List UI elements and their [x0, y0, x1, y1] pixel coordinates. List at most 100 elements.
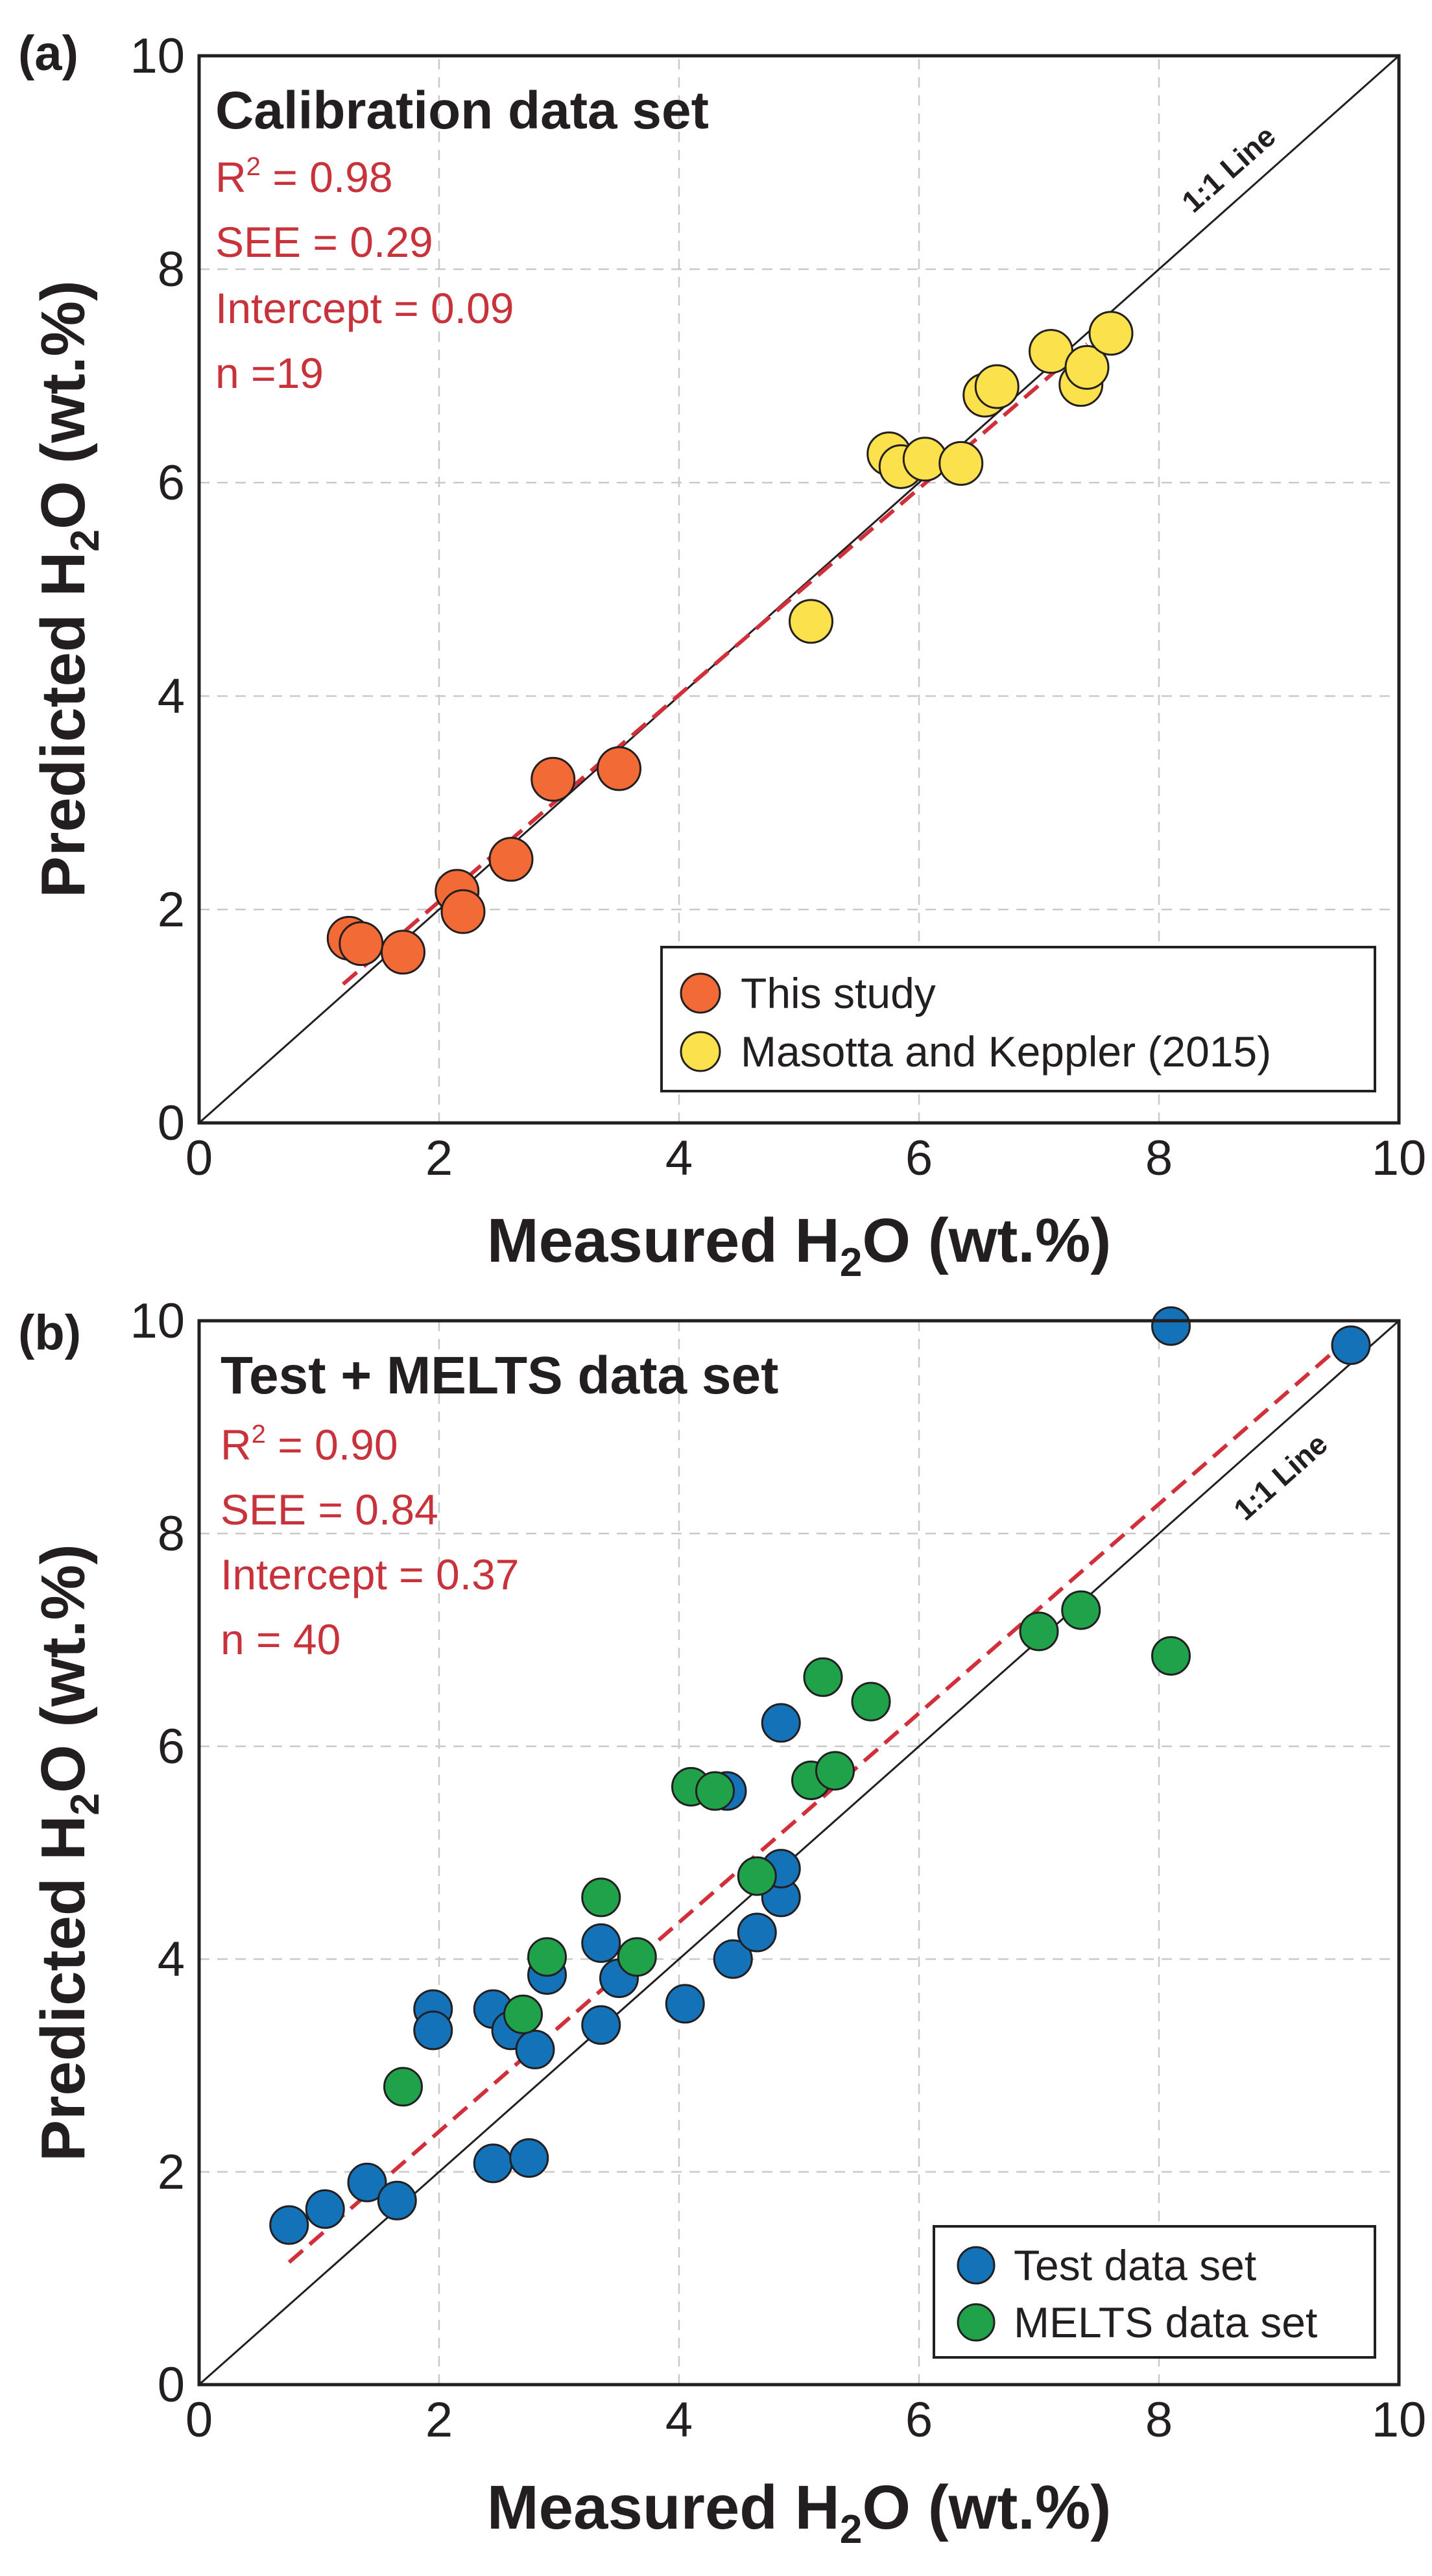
panel-b-point-s0-3	[377, 2180, 417, 2221]
panel-b-y-axis-title: Predicted H2O (wt.%)	[29, 1544, 108, 2161]
panel-b-point-s1-6	[695, 1771, 735, 1811]
panel-b-point-s1-7	[737, 1856, 777, 1896]
panel-a-gridlines	[199, 56, 1399, 1123]
panel-a-label: (a)	[18, 26, 78, 81]
panel-b-n: n = 40	[221, 1615, 340, 1663]
panel-b-point-s1-0	[383, 2067, 423, 2107]
panel-b-title: Test + MELTS data set	[221, 1346, 778, 1405]
panel-a-legend-box	[660, 946, 1376, 1092]
panel-b-legend-marker-melts	[957, 2303, 996, 2342]
panel-b-point-s1-12	[1019, 1611, 1059, 1652]
panel-b-fit-line	[287, 1335, 1352, 2264]
panel-b-y-tick-4: 4	[158, 1932, 185, 1987]
panel-b-point-s0-9	[509, 2138, 549, 2178]
panel-b-point-s1-13	[1061, 1590, 1101, 1630]
panel-b: (b) 1:1 Line Test + MELTS data set R2 = …	[18, 1294, 1426, 2552]
panel-a-point-s1-6	[974, 364, 1020, 409]
panel-a-legend-label-this-study: This study	[741, 969, 936, 1017]
panel-b-r2: R2 = 0.90	[221, 1420, 398, 1469]
panel-a-y-tick-6: 6	[158, 455, 185, 511]
panel-b-x-tick-2: 2	[425, 2392, 453, 2448]
panel-a-r2: R2 = 0.98	[215, 152, 393, 201]
panel-b-point-s1-11	[851, 1681, 891, 1722]
panel-b-label: (b)	[18, 1305, 81, 1360]
panel-b-legend: Test data set MELTS data set	[933, 2225, 1376, 2359]
panel-b-point-s0-12	[581, 1923, 621, 1963]
panel-b-one-to-one-label: 1:1 Line	[1227, 1426, 1334, 1526]
panel-a-y-axis-title: Predicted H2O (wt.%)	[29, 280, 108, 898]
panel-a-legend-marker-this-study	[680, 972, 721, 1014]
panel-a-x-tick-4: 4	[665, 1131, 693, 1186]
panel-a-yticks: 0 2 4 6 8 10	[130, 29, 185, 1151]
panel-b-point-s0-15	[665, 1984, 705, 2024]
panel-b-point-s0-1	[305, 2189, 345, 2229]
panel-b-y-tick-10: 10	[130, 1294, 185, 1349]
panel-b-point-s0-23	[1331, 1325, 1371, 1366]
panel-a-x-tick-8: 8	[1145, 1131, 1173, 1186]
panel-b-x-tick-10: 10	[1372, 2392, 1427, 2448]
panel-b-point-s1-2	[527, 1937, 567, 1977]
panel-b-point-s1-9	[803, 1657, 843, 1697]
panel-b-legend-box	[933, 2225, 1376, 2359]
panel-b-legend-label-melts: MELTS data set	[1014, 2298, 1317, 2346]
panel-b-point-s0-2	[347, 2162, 387, 2202]
panel-b-legend-marker-test	[957, 2246, 996, 2285]
panel-b-point-s0-10	[515, 2029, 555, 2069]
panel-a-point-s0-6	[531, 756, 576, 802]
panel-b-x-tick-8: 8	[1145, 2392, 1173, 2448]
panel-b-x-tick-6: 6	[905, 2392, 933, 2448]
panel-a-point-s0-4	[440, 889, 486, 934]
panel-a-legend-marker-masotta-keppler	[680, 1031, 721, 1072]
panel-b-x-tick-4: 4	[665, 2392, 693, 2448]
panel-b-point-s1-14	[1151, 1636, 1191, 1676]
panel-a: (a) 1:1 Line Calibration data set R2 = 0…	[18, 26, 1426, 1285]
panel-a-xticks: 0 2 4 6 8 10	[185, 1131, 1426, 1186]
panel-b-x-tick-0: 0	[185, 2392, 213, 2448]
panel-b-point-s0-17	[713, 1939, 753, 1979]
panel-a-point-s0-1	[339, 921, 384, 967]
panel-b-yticks: 0 2 4 6 8 10	[130, 1294, 185, 2413]
panel-b-x-axis-title: Measured H2O (wt.%)	[487, 2473, 1112, 2552]
panel-a-point-s1-9	[1064, 344, 1110, 390]
panel-b-point-s0-18	[737, 1912, 777, 1953]
panel-a-y-tick-4: 4	[158, 669, 185, 724]
panel-b-point-s0-19	[761, 1703, 801, 1743]
panel-b-y-tick-0: 0	[158, 2357, 185, 2413]
panel-a-legend-label-masotta-keppler: Masotta and Keppler (2015)	[741, 1028, 1271, 1076]
panel-a-point-s0-5	[488, 837, 534, 882]
panel-b-points	[269, 1306, 1371, 2245]
panel-b-intercept: Intercept = 0.37	[221, 1550, 519, 1598]
panel-b-point-s0-0	[269, 2205, 309, 2245]
panel-a-x-axis-title: Measured H2O (wt.%)	[487, 1206, 1112, 1285]
panel-a-n: n =19	[215, 349, 324, 397]
panel-a-point-s0-7	[597, 746, 641, 791]
panel-a-x-tick-2: 2	[425, 1131, 453, 1186]
panel-a-plot-frame	[197, 54, 1401, 1125]
panel-a-point-s1-4	[938, 440, 984, 486]
panel-b-xticks: 0 2 4 6 8 10	[185, 2392, 1426, 2448]
panel-a-x-tick-6: 6	[905, 1131, 933, 1186]
panel-b-point-s0-5	[413, 2010, 453, 2051]
panel-a-point-s1-10	[1088, 311, 1134, 356]
panel-a-intercept: Intercept = 0.09	[215, 284, 514, 332]
panel-a-y-tick-8: 8	[158, 242, 185, 297]
panel-a-x-tick-10: 10	[1372, 1131, 1427, 1186]
panel-a-see: SEE = 0.29	[215, 218, 433, 266]
panel-b-point-s0-22	[1151, 1306, 1191, 1346]
panel-b-see: SEE = 0.84	[221, 1486, 438, 1534]
panel-a-point-s1-0	[789, 599, 833, 644]
panel-a-point-s0-2	[381, 930, 425, 975]
panel-b-point-s0-7	[473, 2143, 513, 2184]
panel-a-x-tick-0: 0	[185, 1131, 213, 1186]
panel-b-y-tick-2: 2	[158, 2145, 185, 2200]
panel-b-y-tick-8: 8	[158, 1506, 185, 1561]
panel-b-y-tick-6: 6	[158, 1719, 185, 1774]
panel-b-point-s0-13	[581, 2005, 621, 2045]
panel-b-point-s1-1	[503, 1994, 543, 2034]
panel-a-y-tick-0: 0	[158, 1096, 185, 1151]
panel-a-y-tick-2: 2	[158, 882, 185, 937]
panel-a-legend: This study Masotta and Keppler (2015)	[660, 946, 1376, 1092]
panel-a-title: Calibration data set	[215, 81, 709, 140]
panel-a-points	[326, 311, 1134, 975]
